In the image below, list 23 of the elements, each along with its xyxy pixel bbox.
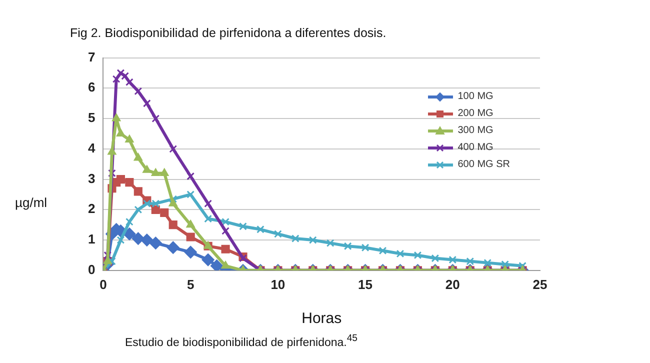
x-axis-title: Horas <box>302 310 342 328</box>
x-tick-label: 5 <box>186 276 194 292</box>
y-tick-label: 4 <box>88 140 96 156</box>
y-axis-title: µg/ml <box>15 195 48 210</box>
legend-label: 100 MG <box>458 91 494 102</box>
y-tick-label: 1 <box>88 232 96 247</box>
y-tick-label: 3 <box>88 170 96 186</box>
text: Estudio de biodisponibilidad de pirfenidona.$^{45}$ <box>125 333 358 349</box>
y-tick-label: 6 <box>88 80 96 95</box>
y-tick-label: 5 <box>88 110 96 126</box>
x-tick-label: 10 <box>270 276 286 292</box>
x-tick-label: 25 <box>532 276 548 292</box>
x-tick-label: 20 <box>445 276 460 292</box>
x-tick-label: 15 <box>358 276 373 292</box>
y-tick-label: 7 <box>88 49 96 64</box>
chart-title: Fig 2. Biodisponibilidad de pirfenidona a diferentes dosis. <box>70 26 386 40</box>
legend-label: 400 MG <box>458 142 494 153</box>
x-tick-label: 0 <box>100 276 107 292</box>
y-tick-label: 2 <box>88 201 96 216</box>
y-tick-label: 0 <box>88 262 96 277</box>
legend-label: 300 MG <box>458 125 494 136</box>
legend-label: 600 MG SR <box>458 159 510 170</box>
legend-label: 200 MG <box>458 108 494 119</box>
